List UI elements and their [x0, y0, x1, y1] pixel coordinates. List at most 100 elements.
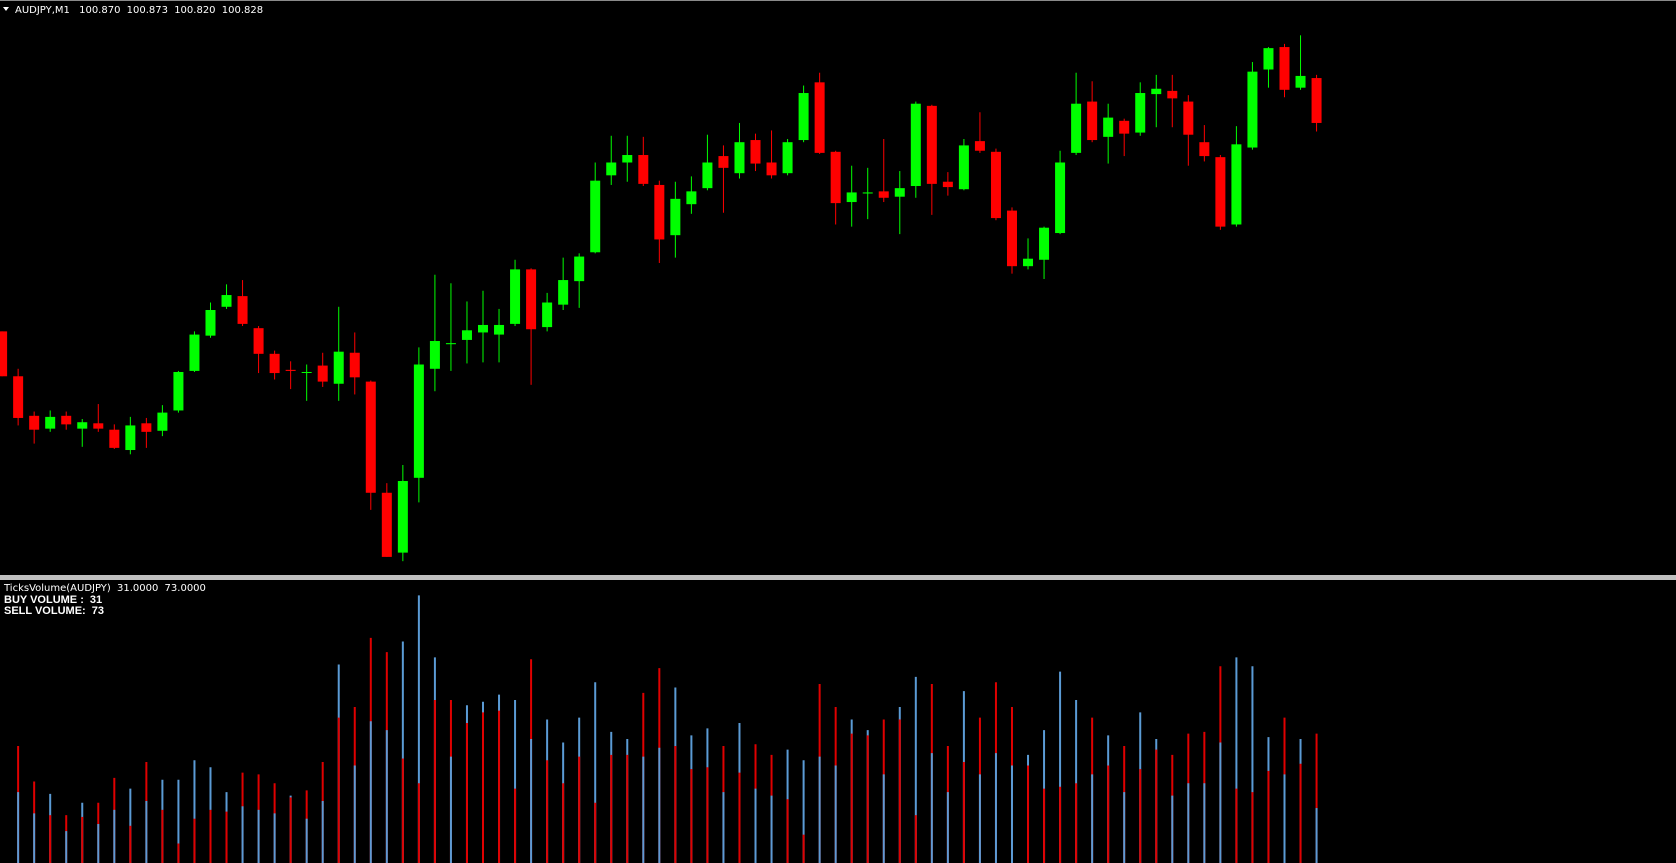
sell-volume-line: SELL VOLUME: 73	[4, 605, 104, 617]
candle-body	[1247, 71, 1258, 148]
candle-body	[558, 280, 569, 305]
candle-body	[750, 140, 761, 164]
candle-body	[205, 309, 216, 336]
candle-body	[1295, 75, 1306, 88]
indicator-title: TicksVolume(AUDJPY)	[3, 583, 111, 594]
candle-body	[413, 364, 424, 478]
candle-body	[718, 156, 729, 168]
candle-body	[45, 416, 56, 429]
candle-body	[301, 371, 312, 373]
candle-body	[1231, 144, 1242, 225]
candle-body	[494, 324, 505, 335]
candle-body	[1039, 227, 1050, 260]
candle-body	[1055, 162, 1066, 234]
candle-body	[317, 365, 328, 382]
candle-body	[974, 141, 985, 151]
candle-body	[125, 425, 136, 451]
candle-body	[1071, 103, 1082, 153]
candle-body	[141, 423, 152, 432]
candle-body	[654, 184, 665, 240]
sell-volume-value: 73	[92, 605, 104, 617]
candle-body	[269, 353, 280, 374]
candle-body	[189, 334, 200, 371]
candle-body	[1183, 101, 1194, 135]
symbol-menu-arrow[interactable]	[3, 7, 9, 11]
sell-volume-name: SELL VOLUME:	[4, 605, 86, 617]
candle-body	[830, 151, 841, 204]
candle-body	[910, 103, 921, 187]
sell-value-label: 73.0000	[165, 583, 206, 594]
buy-value-label: 31.0000	[117, 583, 158, 594]
candle-body	[1087, 101, 1098, 141]
candle-body	[782, 142, 793, 174]
candle-body	[157, 412, 168, 431]
candle-body	[445, 343, 456, 345]
candle-body	[13, 376, 24, 418]
candle-body	[846, 192, 857, 203]
candle-body	[510, 269, 521, 324]
candle-body	[606, 162, 617, 176]
candle-body	[61, 415, 72, 425]
candle-body	[766, 162, 777, 176]
candle-body	[173, 371, 184, 411]
candle-body	[365, 381, 376, 493]
candle-body	[878, 191, 889, 198]
candle-body	[253, 328, 264, 354]
indicator-header: TicksVolume(AUDJPY) 31.0000 73.0000	[3, 583, 206, 594]
open-label: 100.870	[79, 5, 120, 16]
candle-body	[478, 324, 488, 333]
candle-body	[734, 142, 745, 174]
candle-body	[77, 422, 88, 429]
candle-body	[894, 188, 905, 197]
candle-body	[590, 180, 601, 253]
candle-body	[702, 162, 713, 189]
candle-body	[990, 151, 1001, 219]
candle-body	[1103, 117, 1114, 137]
buy-volume-value: 31	[90, 594, 102, 606]
candle-body	[109, 429, 120, 448]
candle-body	[1023, 258, 1034, 267]
candle-body	[285, 369, 296, 371]
candle-body	[429, 340, 440, 369]
candle-body	[926, 105, 937, 184]
candle-body	[814, 82, 825, 153]
candle-body	[622, 155, 633, 163]
candle-body	[1263, 48, 1274, 70]
candle-body	[1119, 120, 1130, 134]
candle-body	[1279, 47, 1290, 90]
candle-body	[798, 93, 809, 141]
candle-body	[29, 415, 40, 430]
top-border	[0, 0, 1676, 1]
candle-body	[333, 351, 344, 384]
candle-body	[542, 302, 553, 328]
candle-body	[221, 295, 232, 307]
candle-body	[1151, 88, 1162, 95]
candle-body	[686, 191, 697, 205]
candle-body	[670, 198, 681, 236]
low-label: 100.820	[174, 5, 215, 16]
candle-body	[1311, 78, 1322, 123]
candle-body	[1135, 93, 1146, 133]
panel-separator	[0, 575, 1676, 580]
candle-body	[1215, 157, 1226, 227]
candle-body	[237, 296, 248, 324]
candle-body	[1006, 210, 1017, 267]
candle-body	[381, 492, 392, 557]
high-label: 100.873	[127, 5, 168, 16]
candle-body	[638, 155, 649, 184]
symbol-title: AUDJPY,M1	[15, 5, 70, 16]
candle-body	[397, 481, 408, 553]
candle-body	[0, 331, 8, 377]
close-label: 100.828	[222, 5, 263, 16]
candle-body	[1199, 142, 1210, 157]
buy-volume-name: BUY VOLUME :	[4, 594, 84, 606]
candle-body	[942, 181, 953, 188]
buy-volume-line: BUY VOLUME : 31	[4, 594, 102, 606]
candle-body	[958, 145, 969, 190]
candle-body	[862, 192, 873, 194]
candle-body	[461, 330, 472, 340]
candle-body	[349, 352, 360, 378]
candle-body	[1167, 90, 1178, 99]
